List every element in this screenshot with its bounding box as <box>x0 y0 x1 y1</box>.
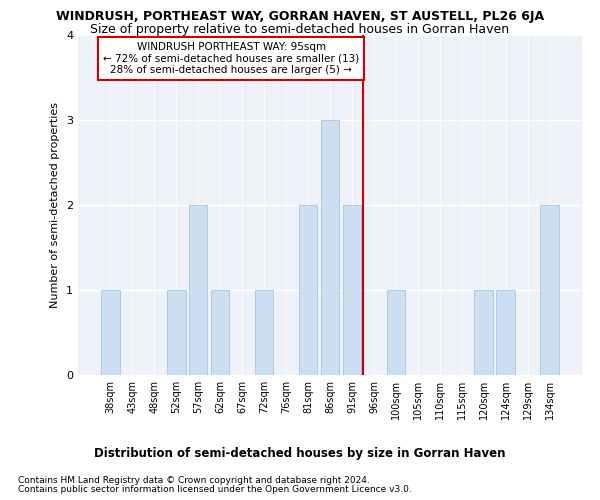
Text: Size of property relative to semi-detached houses in Gorran Haven: Size of property relative to semi-detach… <box>91 22 509 36</box>
Bar <box>496 290 515 375</box>
Bar <box>167 290 185 375</box>
Bar <box>189 205 208 375</box>
Bar <box>299 205 317 375</box>
Text: WINDRUSH, PORTHEAST WAY, GORRAN HAVEN, ST AUSTELL, PL26 6JA: WINDRUSH, PORTHEAST WAY, GORRAN HAVEN, S… <box>56 10 544 23</box>
Text: Distribution of semi-detached houses by size in Gorran Haven: Distribution of semi-detached houses by … <box>94 448 506 460</box>
Bar <box>320 120 340 375</box>
Bar <box>386 290 405 375</box>
Text: WINDRUSH PORTHEAST WAY: 95sqm
← 72% of semi-detached houses are smaller (13)
28%: WINDRUSH PORTHEAST WAY: 95sqm ← 72% of s… <box>103 42 359 75</box>
Bar <box>255 290 274 375</box>
Text: Contains public sector information licensed under the Open Government Licence v3: Contains public sector information licen… <box>18 485 412 494</box>
Text: Contains HM Land Registry data © Crown copyright and database right 2024.: Contains HM Land Registry data © Crown c… <box>18 476 370 485</box>
Y-axis label: Number of semi-detached properties: Number of semi-detached properties <box>50 102 61 308</box>
Bar <box>343 205 361 375</box>
Bar <box>475 290 493 375</box>
Bar <box>211 290 229 375</box>
Bar <box>101 290 119 375</box>
Bar <box>541 205 559 375</box>
